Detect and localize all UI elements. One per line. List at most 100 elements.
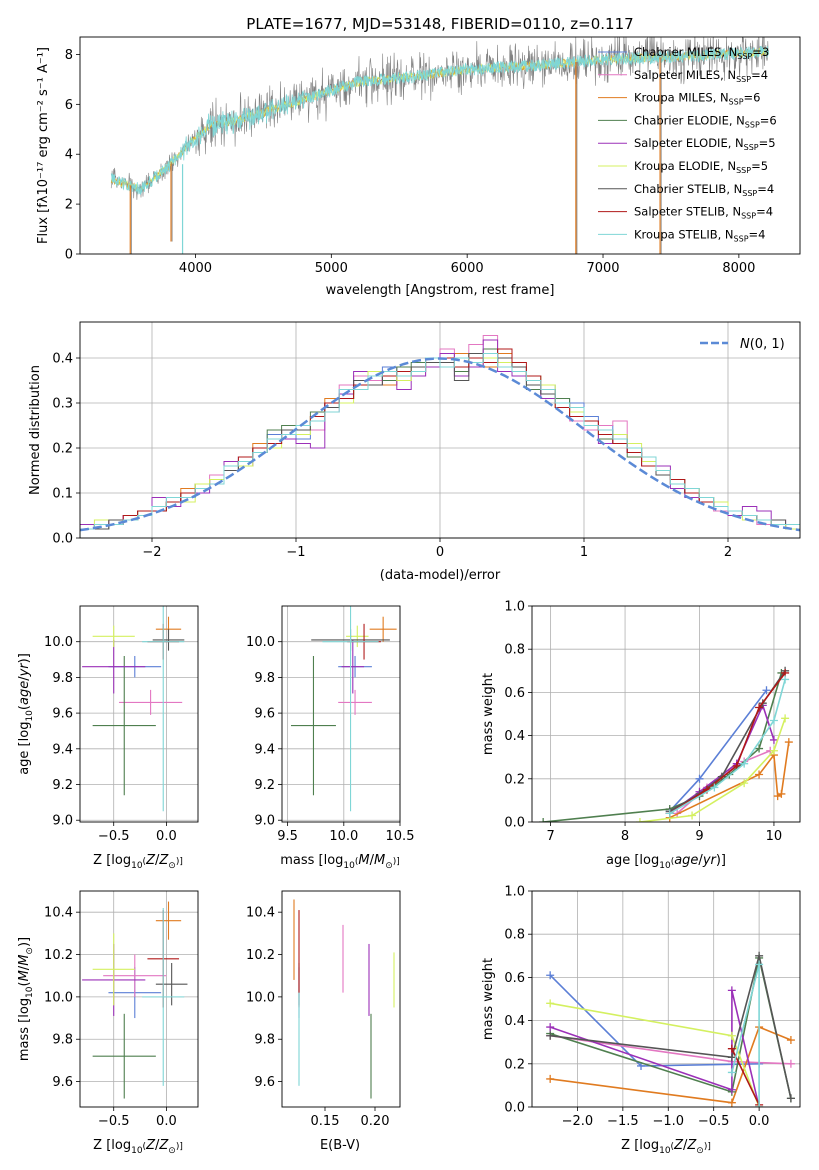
- errorbar-point: [338, 689, 372, 715]
- data-marker: [546, 1074, 555, 1083]
- y-tick-label: 0.0: [52, 532, 73, 547]
- x-tick-label: 4000: [179, 261, 212, 276]
- y-axis-label: mass [log10(M/M⊙)]: [17, 937, 35, 1061]
- label-part: yr: [702, 853, 718, 868]
- errorbar-point: [369, 616, 397, 642]
- y-tick-label: 9.8: [52, 671, 73, 686]
- errorbar-point: [92, 1013, 156, 1099]
- legend-entry: Kroupa MILES, NSSP=6: [634, 91, 760, 107]
- errorbars: [82, 901, 188, 1099]
- label-part: (: [671, 1142, 675, 1152]
- errorbar-point: [92, 655, 156, 796]
- series-line: [549, 990, 760, 1107]
- y-tick-label: 4: [65, 148, 73, 163]
- data-marker: [546, 1023, 555, 1032]
- data-marker: [727, 986, 736, 995]
- series-line: [676, 749, 771, 815]
- x-tick-label: 0.0: [156, 1114, 177, 1129]
- label-part: )]: [393, 857, 400, 867]
- legend-entry: Salpeter MILES, NSSP=4: [634, 68, 768, 84]
- label-part: age: [17, 681, 32, 705]
- legend-text: Chabrier MILES, N: [634, 45, 737, 59]
- label-part: )]: [17, 653, 32, 663]
- legend-sub: SSP: [745, 120, 760, 129]
- label-part: (: [17, 981, 32, 986]
- label-part: age [log: [17, 722, 32, 775]
- x-tick-label: 8: [621, 829, 629, 844]
- errorbars: [82, 606, 185, 812]
- axes-frame: [531, 890, 801, 1108]
- y-tick-label: 9.0: [254, 814, 275, 829]
- x-axis-label: age [log10(age/yr)]: [606, 853, 726, 871]
- label-part: /: [17, 965, 32, 970]
- label-part: mass [log: [17, 998, 32, 1061]
- label-part: M: [17, 970, 32, 981]
- data-marker: [710, 783, 719, 792]
- label-part: )]: [17, 937, 32, 947]
- label-part: 10: [343, 861, 355, 871]
- x-tick-label: −2.0: [562, 1114, 594, 1129]
- legend-text: =4: [751, 68, 768, 82]
- data-marker: [769, 735, 778, 744]
- y-tick-label: 8: [65, 48, 73, 63]
- data-marker: [727, 1085, 736, 1094]
- spectrum-panel: 4000 5000 6000 7000 8000 0 2 4 6 8 wavelength [Ang…: [36, 36, 801, 298]
- x-axis-label: Z [log10(Z/Z⊙)]: [93, 853, 183, 871]
- y-tick-label: 2: [65, 198, 73, 213]
- x-tick-label: 0.0: [156, 829, 177, 844]
- y-axis-label: mass weight: [481, 673, 496, 755]
- errorbar-point: [142, 907, 185, 1086]
- x-tick-label: 5000: [315, 261, 348, 276]
- data-marker: [781, 714, 790, 723]
- y-tick-label: 0.4: [52, 352, 73, 367]
- label-part: Z [log: [621, 1138, 659, 1153]
- data-marker: [539, 818, 548, 822]
- x-tick-label: 10: [766, 829, 783, 844]
- label-part: )]: [176, 1142, 183, 1152]
- data-marker: [546, 971, 555, 980]
- data-marker: [688, 811, 697, 820]
- label-part: Z: [145, 1138, 156, 1153]
- y-tick-label: 10.0: [246, 635, 275, 650]
- x-tick-label: 0.15: [311, 1114, 340, 1129]
- axes-frame: [281, 890, 401, 1108]
- errorbar-point: [155, 963, 188, 1006]
- x-tick-label: 0: [436, 545, 444, 560]
- y-axis-label: Normed distribution: [28, 365, 43, 495]
- axes-frame: [79, 321, 801, 539]
- axes-frame: [79, 605, 199, 823]
- data-marker: [740, 779, 749, 788]
- label-part: Z [log: [93, 853, 131, 868]
- series-line: [669, 689, 768, 812]
- data-marker: [727, 1098, 736, 1107]
- x-tick-label: 10.0: [329, 829, 358, 844]
- x-axis-label: E(B-V): [320, 1138, 360, 1153]
- label-part: ⊙: [25, 947, 35, 955]
- mass-vs-ebv-panel: 0.15 0.20 9.6 9.8 10.0 10.2 10.4 E(B-V): [246, 890, 401, 1153]
- errorbar-point: [142, 606, 185, 812]
- label-part: M: [17, 955, 32, 966]
- x-tick-label: 9: [695, 829, 703, 844]
- histograms: [80, 335, 800, 538]
- label-part: (: [671, 857, 675, 867]
- legend-entry: N(0, 1): [740, 337, 785, 352]
- data-marker: [755, 770, 764, 779]
- legend-text: N: [740, 337, 750, 352]
- label-part: 10: [25, 986, 35, 998]
- x-axis-label: wavelength [Angstrom, rest frame]: [326, 283, 555, 298]
- legend-text: =6: [760, 113, 777, 127]
- spectrum-lines: [110, 37, 769, 254]
- errorbars: [290, 606, 397, 812]
- massweight-vs-Z-panel: −2.0 −1.5 −1.0 −0.5 0.0 0.0 0.2 0.4 0.6 0.8 1.0 mas…: [481, 885, 801, 1156]
- y-tick-label: 9.2: [52, 778, 73, 793]
- normal-curve: [80, 357, 800, 532]
- label-part: ⊙: [168, 1146, 176, 1156]
- axes-frame: [531, 605, 801, 823]
- legend-text: Salpeter STELIB, N: [634, 205, 741, 219]
- series-line: [550, 1026, 792, 1104]
- label-part: age: [674, 853, 698, 868]
- y-tick-label: 0: [65, 248, 73, 263]
- data-marker: [695, 774, 704, 783]
- y-tick-label: 0.6: [504, 686, 525, 701]
- legend-sub: SSP: [734, 234, 749, 243]
